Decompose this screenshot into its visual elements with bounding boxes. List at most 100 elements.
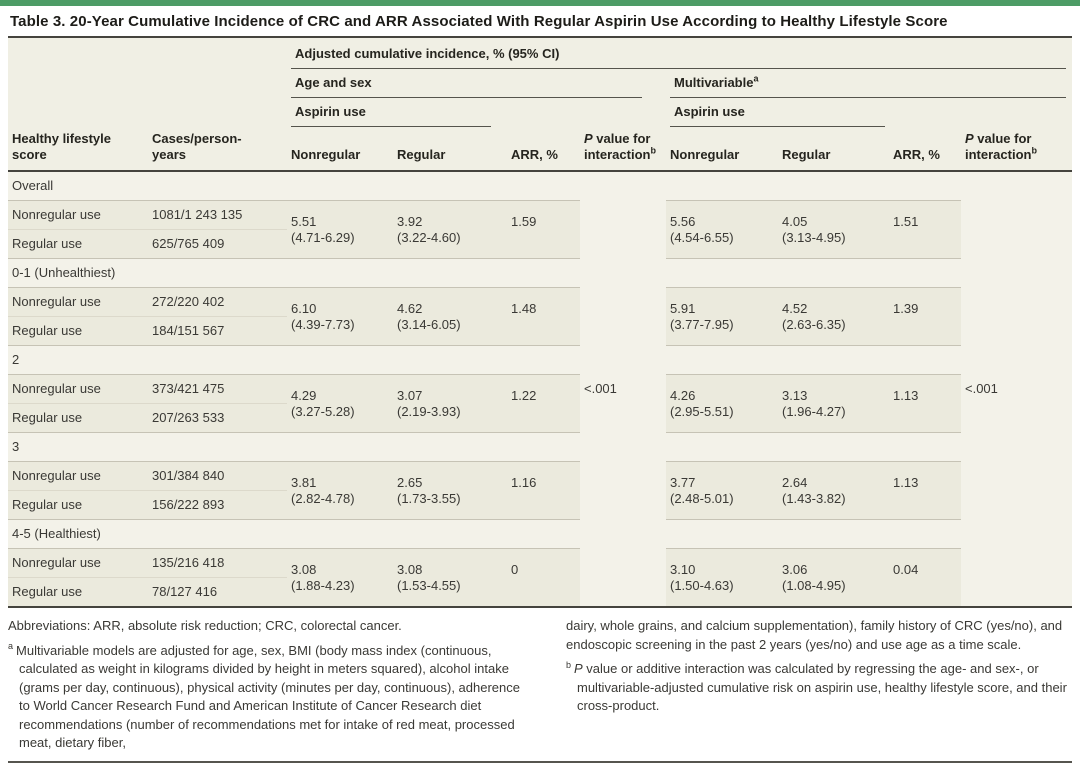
header-cases-person-years: Cases/person-years xyxy=(148,127,287,172)
ci-line: (1.73-3.55) xyxy=(397,490,461,506)
header-spacer xyxy=(961,98,1073,127)
ci-line: (1.53-4.55) xyxy=(397,577,461,593)
ci-line: (2.48-5.01) xyxy=(670,490,734,506)
row-label: Nonregular use xyxy=(8,200,148,230)
ci-line: (4.71-6.29) xyxy=(291,229,355,245)
ci-line: (3.77-7.95) xyxy=(670,316,734,332)
group-row-4-5: 4-5 (Healthiest) xyxy=(8,519,1072,549)
header-spacer xyxy=(507,98,580,127)
ci-line: (3.27-5.28) xyxy=(291,403,355,419)
incidence-cell: 2.64 (1.43-3.82) xyxy=(778,461,889,520)
incidence-cell: 4.05 (3.13-4.95) xyxy=(778,200,889,259)
data-row: Regular use 207/263 533 xyxy=(8,403,1072,433)
header-pvalue-agesex: P value for interactionb xyxy=(580,127,666,172)
arr-cell: 1.16 xyxy=(507,461,580,520)
data-row: Nonregular use 272/220 402 6.10 (4.39-7.7… xyxy=(8,287,1072,346)
cases-cell: 156/222 893 xyxy=(148,490,287,520)
incidence-cell: 6.10 (4.39-7.73) xyxy=(287,287,393,346)
cases-cell: 373/421 475 xyxy=(148,374,287,404)
incidence-cell: 2.65 (1.73-3.55) xyxy=(393,461,507,520)
data-row: Nonregular use 1081/1 243 135 5.51 (4.71-… xyxy=(8,200,1072,259)
header-adjusted-incidence-label: Adjusted cumulative incidence, % (95% CI… xyxy=(291,38,1067,69)
footnote-a-continued: dairy, whole grains, and calcium supplem… xyxy=(566,618,1063,652)
cases-cell: 625/765 409 xyxy=(148,229,287,259)
header-pvalue-multivariable: P value for interactionb xyxy=(961,127,1073,172)
header-age-and-sex: Age and sex xyxy=(287,69,666,98)
group-row-2: 2 xyxy=(8,345,1072,375)
incidence-cell: 3.13 (1.96-4.27) xyxy=(778,374,889,433)
data-row: Regular use 156/222 893 xyxy=(8,490,1072,520)
ci-line: (3.13-4.95) xyxy=(782,229,846,245)
header-regular-agesex: Regular xyxy=(393,127,507,172)
footnotes-left-column: Abbreviations: ARR, absolute risk reduct… xyxy=(8,617,520,759)
ci-line: (1.50-4.63) xyxy=(670,577,734,593)
incidence-cell: 3.77 (2.48-5.01) xyxy=(666,461,778,520)
group-label: Overall xyxy=(8,170,580,201)
header-nonregular-agesex: Nonregular xyxy=(287,127,393,172)
row-label: Regular use xyxy=(8,577,148,607)
data-row: Nonregular use 135/216 418 3.08 (1.88-4.2… xyxy=(8,548,1072,607)
incidence-cell: 5.91 (3.77-7.95) xyxy=(666,287,778,346)
incidence-cell: 3.92 (3.22-4.60) xyxy=(393,200,507,259)
header-adjusted-incidence: Adjusted cumulative incidence, % (95% CI… xyxy=(287,37,1073,69)
incidence-cell: 5.51 (4.71-6.29) xyxy=(287,200,393,259)
incidence-cell: 4.29 (3.27-5.28) xyxy=(287,374,393,433)
arr-cell: 1.51 xyxy=(889,200,961,259)
group-row-spacer xyxy=(666,432,961,462)
header-aspirin-use-right-label: Aspirin use xyxy=(670,98,885,127)
header-aspirin-use-left-label: Aspirin use xyxy=(291,98,491,127)
header-regular-multivariable: Regular xyxy=(778,127,889,172)
data-row: Nonregular use 373/421 475 4.29 (3.27-5.2… xyxy=(8,374,1072,433)
arr-cell: 1.13 xyxy=(889,461,961,520)
footnote-marker-b: b xyxy=(566,659,572,670)
row-label: Nonregular use xyxy=(8,374,148,404)
group-label: 3 xyxy=(8,432,580,462)
header-arr-agesex: ARR, % xyxy=(507,127,580,172)
header-multivariable-label: Multivariablea xyxy=(670,69,1067,98)
footnote-marker-b: b xyxy=(650,145,656,156)
header-nonregular-multivariable: Nonregular xyxy=(666,127,778,172)
group-row-spacer xyxy=(666,258,961,288)
incidence-cell: 3.81 (2.82-4.78) xyxy=(287,461,393,520)
arr-cell: 0 xyxy=(507,548,580,607)
arr-cell: 1.22 xyxy=(507,374,580,433)
group-row-spacer xyxy=(666,170,961,201)
ci-line: (3.14-6.05) xyxy=(397,316,461,332)
group-row-overall: Overall <.001 <.001 xyxy=(8,170,1073,607)
header-spacer xyxy=(580,98,666,127)
accent-bar xyxy=(0,0,1080,6)
group-row-0-1: 0-1 (Unhealthiest) xyxy=(8,258,1072,288)
group-row-spacer xyxy=(666,519,961,549)
header-arr-multivariable: ARR, % xyxy=(889,127,961,172)
arr-cell: 0.04 xyxy=(889,548,961,607)
group-row-spacer xyxy=(666,345,961,375)
row-label: Regular use xyxy=(8,316,148,346)
header-healthy-lifestyle-score: Healthy lifestyle score xyxy=(8,127,148,172)
incidence-cell: 3.08 (1.53-4.55) xyxy=(393,548,507,607)
incidence-cell: 3.08 (1.88-4.23) xyxy=(287,548,393,607)
group-label: 4-5 (Healthiest) xyxy=(8,519,580,549)
cases-cell: 135/216 418 xyxy=(148,548,287,578)
ci-line: (2.63-6.35) xyxy=(782,316,846,332)
incidence-cell: 5.56 (4.54-6.55) xyxy=(666,200,778,259)
row-label: Nonregular use xyxy=(8,287,148,317)
incidence-cell: 3.07 (2.19-3.93) xyxy=(393,374,507,433)
footnote-marker-a: a xyxy=(753,73,759,84)
footnote-marker-a: a xyxy=(8,641,14,652)
table3: Adjusted cumulative incidence, % (95% CI… xyxy=(8,36,1073,608)
header-spacer xyxy=(8,69,287,98)
header-multivariable: Multivariablea xyxy=(666,69,1073,98)
cases-cell: 78/127 416 xyxy=(148,577,287,607)
header-age-and-sex-label: Age and sex xyxy=(291,69,642,98)
ci-line: (2.95-5.51) xyxy=(670,403,734,419)
header-aspirin-use-right: Aspirin use xyxy=(666,98,889,127)
arr-cell: 1.13 xyxy=(889,374,961,433)
row-label: Nonregular use xyxy=(8,461,148,491)
incidence-cell: 4.52 (2.63-6.35) xyxy=(778,287,889,346)
ci-line: (3.22-4.60) xyxy=(397,229,461,245)
ci-line: (2.19-3.93) xyxy=(397,403,461,419)
p-value-cell-multivariable: <.001 xyxy=(961,170,1073,607)
ci-line: (4.54-6.55) xyxy=(670,229,734,245)
footnote-a: a Multivariable models are adjusted for a… xyxy=(8,641,520,750)
